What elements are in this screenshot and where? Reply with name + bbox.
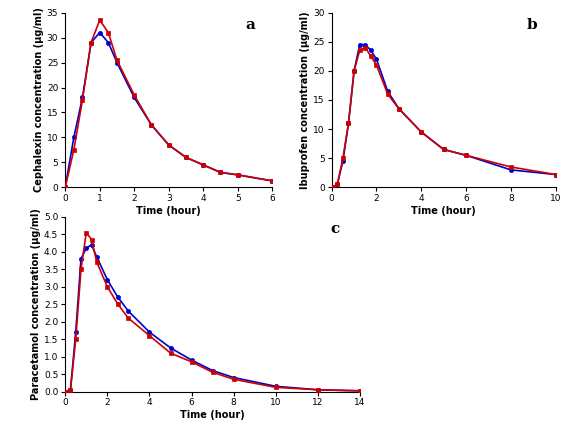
X-axis label: Time (hour): Time (hour) bbox=[180, 410, 245, 420]
X-axis label: Time (hour): Time (hour) bbox=[411, 206, 476, 216]
Y-axis label: Ibuprofen concentration (μg/ml): Ibuprofen concentration (μg/ml) bbox=[301, 11, 311, 189]
Text: c: c bbox=[331, 222, 340, 236]
Y-axis label: Cephalexin concentration (μg/ml): Cephalexin concentration (μg/ml) bbox=[34, 8, 44, 192]
Text: a: a bbox=[246, 18, 255, 32]
X-axis label: Time (hour): Time (hour) bbox=[136, 206, 201, 216]
Y-axis label: Paracetamol concentration (μg/ml): Paracetamol concentration (μg/ml) bbox=[31, 208, 41, 400]
Text: b: b bbox=[527, 18, 537, 32]
